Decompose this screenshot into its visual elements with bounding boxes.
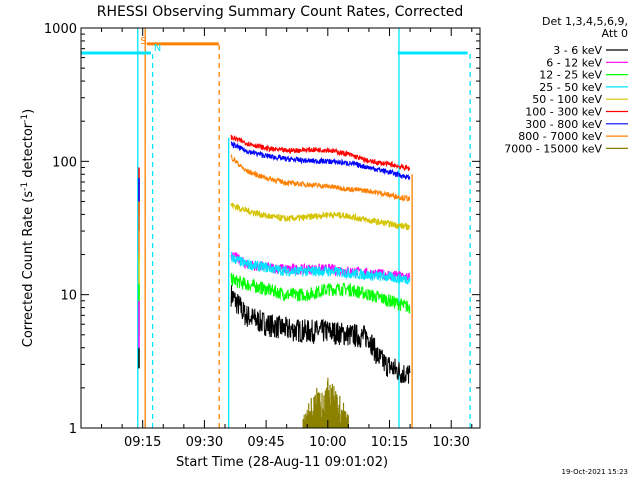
x-tick-label-6: 10:30 bbox=[432, 435, 469, 450]
x-tick-label-5: 10:15 bbox=[371, 435, 408, 450]
legend-label-2: 6 - 12 keV bbox=[546, 56, 602, 69]
legend-label-5: 50 - 100 keV bbox=[532, 93, 602, 106]
series-trace-100-300-kev bbox=[230, 134, 411, 172]
legend-header-line-1: Det 1,3,4,5,6,9, bbox=[542, 15, 628, 28]
y-tick-label-3: 100 bbox=[52, 155, 77, 170]
flag-label-n: N bbox=[154, 43, 161, 54]
series-trace-25-50-kev bbox=[230, 251, 411, 285]
x-tick-label-1: 09:15 bbox=[124, 435, 161, 450]
y-tick-label-1: 1 bbox=[69, 422, 77, 437]
y-tick-label-2: 10 bbox=[60, 289, 77, 304]
plot-frame bbox=[80, 27, 481, 429]
series-trace-300-800-kev bbox=[231, 141, 411, 180]
x-tick-label-3: 09:45 bbox=[247, 435, 284, 450]
x-axis-label: Start Time (28-Aug-11 09:01:02) bbox=[176, 455, 388, 470]
series-trace-50-100-kev bbox=[230, 202, 411, 231]
legend-label-7: 300 - 800 keV bbox=[525, 118, 602, 131]
series-trace-800-7000-kev bbox=[230, 153, 411, 202]
legend-label-1: 3 - 6 keV bbox=[553, 44, 602, 57]
legend-header-line-2: Att 0 bbox=[602, 27, 628, 40]
legend-label-3: 12 - 25 keV bbox=[539, 69, 602, 82]
timestamp-label: 19-Oct-2021 15:23 bbox=[562, 468, 628, 476]
plot-axes-layer: 1 10 100 1000 09:15 09:30 09:45 10:00 10:15 10:30 bbox=[44, 22, 481, 450]
chart-title: RHESSI Observing Summary Count Rates, Co… bbox=[97, 4, 463, 20]
y-axis-label: Corrected Count Rate (s-1 detector-1) bbox=[20, 109, 36, 347]
x-tick-label-2: 09:30 bbox=[186, 435, 223, 450]
plot-series-layer: SN bbox=[81, 28, 471, 428]
y-tick-label-4: 1000 bbox=[44, 22, 77, 37]
x-tick-label-4: 10:00 bbox=[309, 435, 346, 450]
legend-label-9: 7000 - 15000 keV bbox=[504, 142, 602, 155]
series-trace-3-6-kev bbox=[230, 284, 411, 384]
flag-label-s: S bbox=[140, 36, 146, 47]
series-trace-7000-15000-kev bbox=[302, 377, 349, 428]
legend-label-4: 25 - 50 keV bbox=[539, 81, 602, 94]
legend-label-8: 800 - 7000 keV bbox=[518, 130, 602, 143]
series-trace-12-25-kev bbox=[230, 273, 411, 314]
legend-label-6: 100 - 300 keV bbox=[525, 106, 602, 119]
